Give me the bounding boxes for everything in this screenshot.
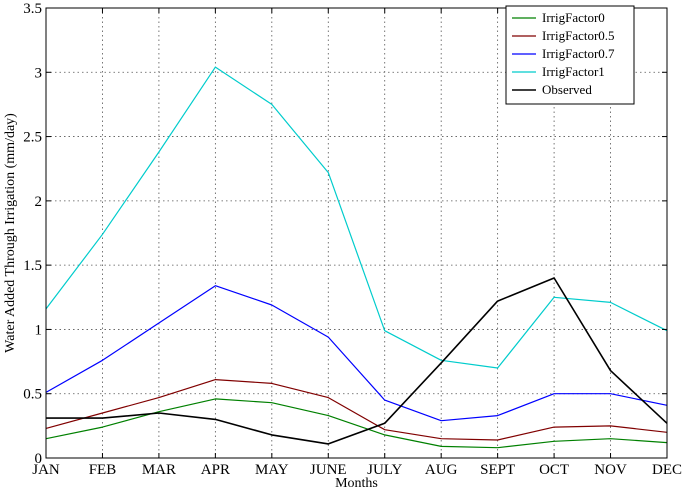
x-tick-label: JULY [367,462,402,478]
x-tick-label: OCT [539,462,569,478]
y-axis-title: Water Added Through Irrigation (mm/day) [3,113,18,353]
legend-label: Observed [542,82,592,97]
legend: IrrigFactor0 IrrigFactor0.5 IrrigFactor0.7… [505,5,635,105]
x-tick-label: APR [201,462,230,478]
series-line-irrigfactor0-5 [45,379,668,441]
x-tick-label: MAY [255,462,289,478]
x-tick-label: SEPT [480,462,515,478]
x-axis-title: Months [335,476,378,489]
y-tick-label: 1 [35,322,43,338]
y-tick-label: 3 [35,65,43,81]
y-tick-label: 0.5 [23,387,42,403]
plot-frame [45,7,668,459]
series-line-irrigfactor1 [45,66,668,369]
x-tick-label: JAN [32,462,60,478]
x-tick-label: JUNE [310,462,347,478]
x-tick-label: DEC [652,462,682,478]
series-lines [45,66,668,449]
legend-box [505,5,635,105]
series-line-irrigfactor0-7 [45,285,668,422]
x-tick-label: AUG [425,462,458,478]
x-tick-label: MAR [142,462,176,478]
legend-label: IrrigFactor0.7 [542,46,615,61]
y-tick-label: 2.5 [23,130,42,146]
y-tick-label: 1.5 [23,258,42,274]
y-tick-label: 3.5 [23,1,42,17]
series-line-observed [46,277,668,445]
legend-label: IrrigFactor1 [542,64,605,79]
legend-label: IrrigFactor0.5 [542,28,615,43]
x-tick-label: FEB [89,462,117,478]
x-tick-label: NOV [594,462,627,478]
x-tick-labels: JAN FEB MAR APR MAY JUNE JULY AUG SEPT OCT NOV DEC [32,462,682,478]
legend-label: IrrigFactor0 [542,10,605,25]
y-tick-label: 0 [35,451,43,467]
axis-ticks [45,7,668,459]
y-tick-labels: 0 0.5 1 1.5 2 2.5 3 3.5 [23,1,42,467]
y-tick-label: 2 [35,194,43,210]
